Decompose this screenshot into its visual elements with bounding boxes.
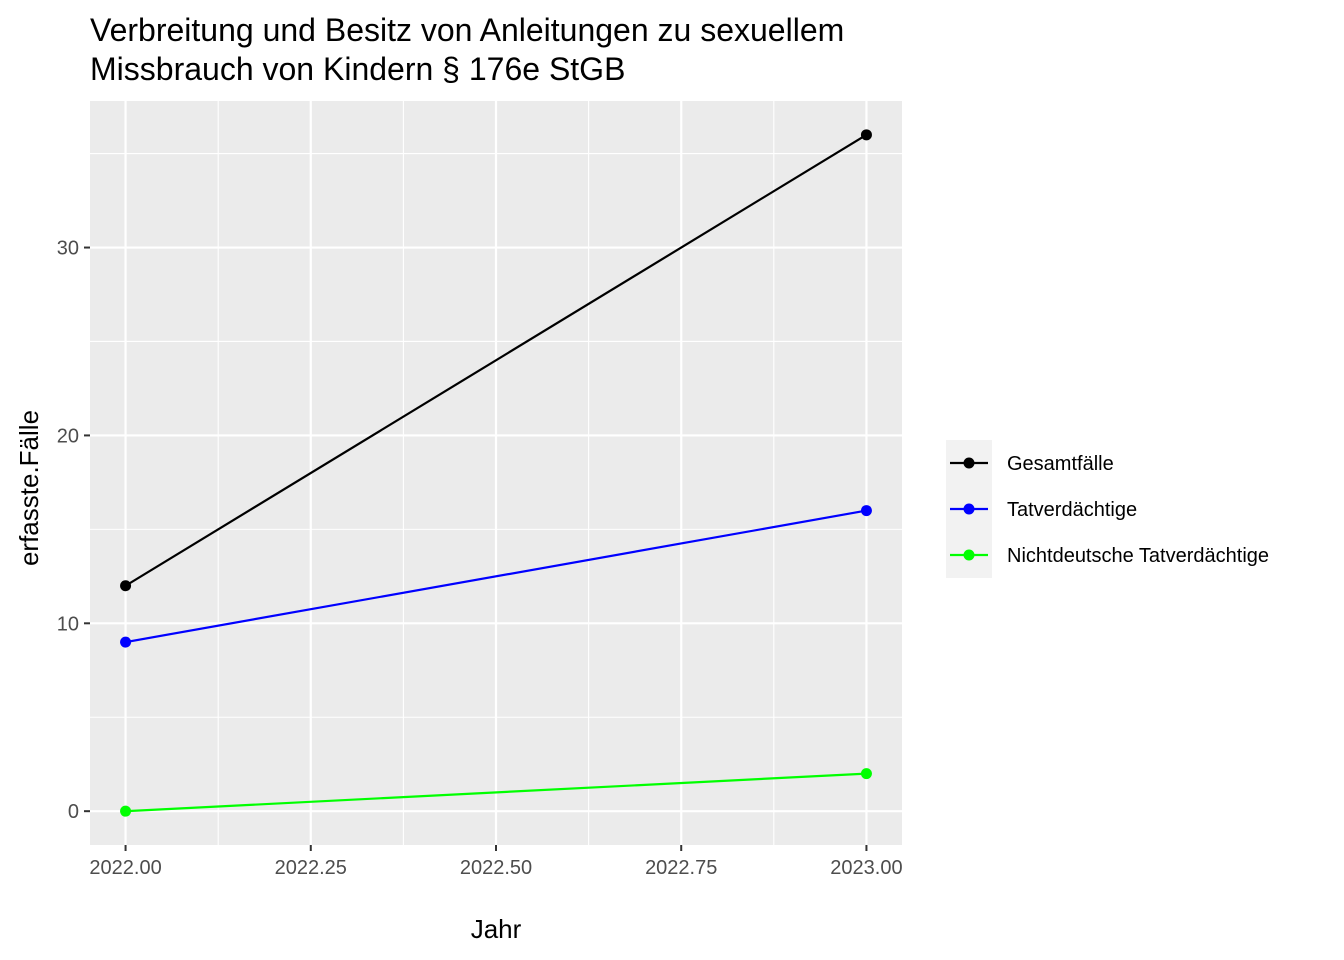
y-tick-label: 20 — [57, 425, 79, 447]
chart-title-line-2: Missbrauch von Kindern § 176e StGB — [90, 51, 625, 87]
x-tick-label: 2022.75 — [645, 857, 717, 879]
legend-key-point — [963, 503, 975, 515]
legend-key-point — [963, 457, 975, 469]
y-axis-title: erfasste.Fälle — [14, 410, 44, 566]
chart-title-line-1: Verbreitung und Besitz von Anleitungen z… — [90, 12, 844, 48]
chart-title: Verbreitung und Besitz von Anleitungen z… — [90, 12, 844, 87]
legend-label: Gesamtfälle — [1007, 453, 1114, 475]
series-line-2 — [125, 772, 867, 813]
legend-key-point — [963, 549, 975, 561]
x-tick-label: 2022.50 — [460, 857, 532, 879]
x-tick-label: 2022.25 — [275, 857, 347, 879]
series-line-0 — [124, 133, 868, 587]
legend-label: Tatverdächtige — [1007, 499, 1137, 521]
series-line-1 — [125, 509, 867, 644]
data-point — [860, 768, 872, 780]
series-layer — [120, 129, 872, 817]
data-point — [120, 636, 132, 648]
legend: Gesamtfälle Tatverdächtige Nichtdeutsche T… — [946, 440, 1269, 578]
data-point — [120, 805, 132, 817]
y-tick-label: 30 — [57, 238, 79, 260]
x-tick-label: 2023.00 — [830, 857, 902, 879]
x-axis-title: Jahr — [471, 914, 522, 944]
x-axis: 2022.00 2022.25 2022.50 2022.75 2023.00 — [89, 845, 903, 879]
data-point — [120, 580, 132, 592]
data-point — [860, 505, 872, 517]
legend-label: Nichtdeutsche Tatverdächtige — [1007, 545, 1269, 567]
y-axis: 0 10 20 30 — [57, 238, 90, 823]
data-point — [860, 129, 872, 141]
x-tick-label: 2022.00 — [89, 857, 161, 879]
y-tick-label: 10 — [57, 613, 79, 635]
y-tick-label: 0 — [68, 801, 79, 823]
